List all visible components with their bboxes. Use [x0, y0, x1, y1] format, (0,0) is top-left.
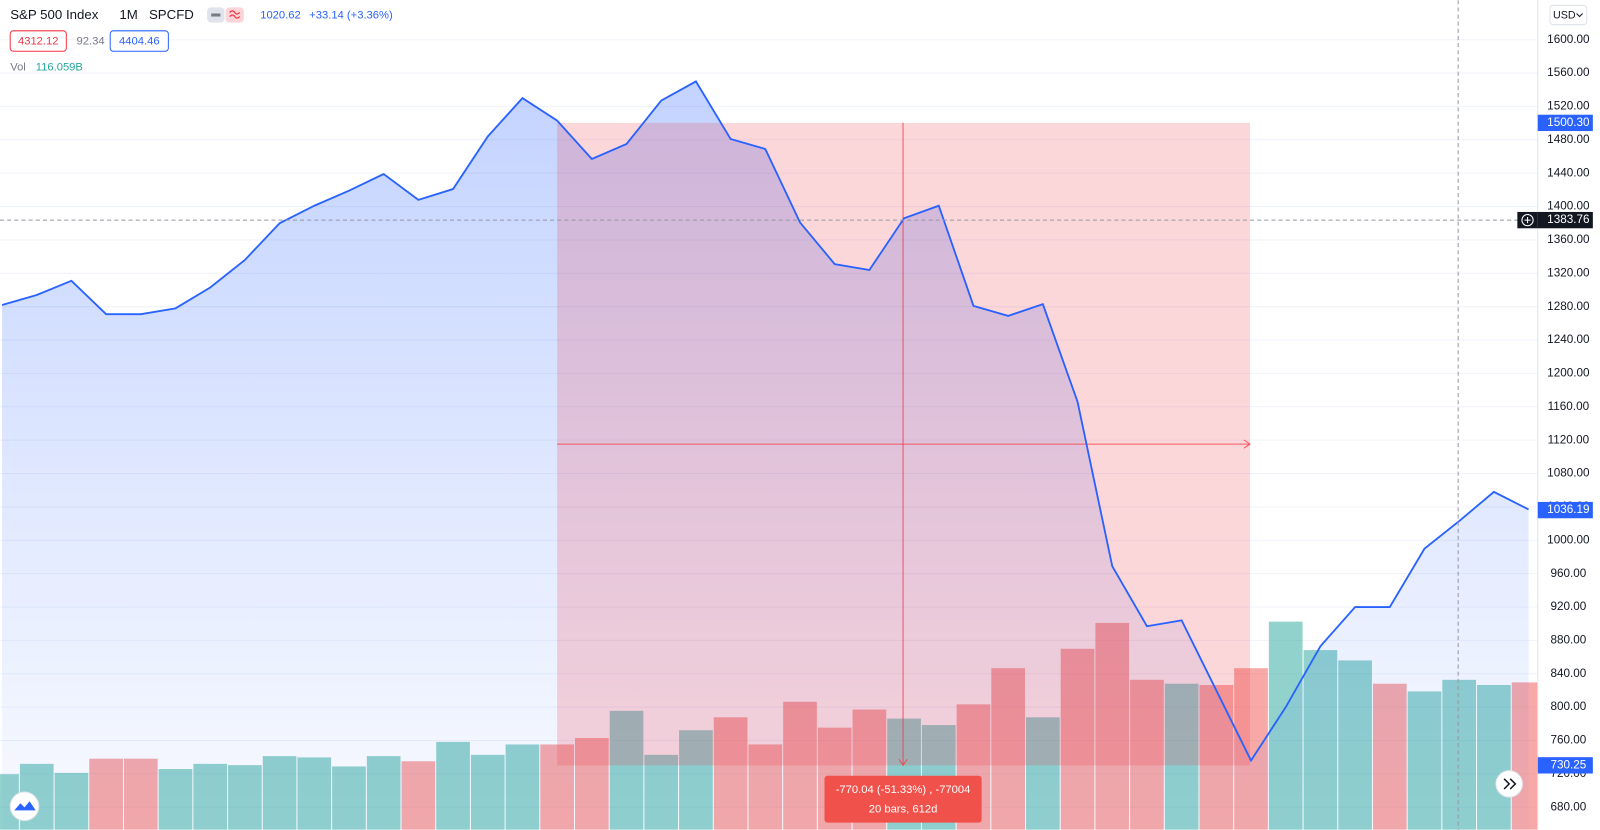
currency-button[interactable]: [1549, 4, 1588, 26]
y-tick-label: 1000.00: [1547, 533, 1590, 546]
spread: 92.34: [77, 35, 105, 47]
measure-span: 20 bars, 612d: [869, 803, 938, 815]
plot: [0, 80, 1538, 830]
y-tick-label: 1200.00: [1547, 367, 1590, 380]
y-tick-label: 1320.00: [1547, 266, 1590, 279]
last-price-label: 1036.19: [1547, 503, 1589, 516]
logo-glyph: [14, 801, 36, 811]
y-tick-label: 1520.00: [1547, 100, 1590, 113]
y-tick-label: 1160.00: [1548, 400, 1590, 413]
price-line: [1, 80, 1529, 763]
price-axis: 680.00720.00760.00800.00840.00880.00920.…: [1517, 33, 1593, 813]
measure-label-box: [824, 775, 982, 823]
volume-value: 116.059B: [36, 62, 83, 74]
crosshair-plus: [1521, 213, 1534, 227]
price-area: [2, 81, 1529, 830]
scroll-glyph: [1503, 778, 1517, 790]
crosshair-label-box: [1537, 211, 1593, 229]
y-tick-label: 800.00: [1550, 700, 1586, 713]
delay-icon-glyph: [229, 10, 241, 19]
y-tick-label: 880.00: [1550, 634, 1586, 647]
ask-box[interactable]: [109, 30, 169, 52]
symbol-title: S&P 500 Index: [10, 7, 99, 22]
y-tick-label: 1240.00: [1547, 333, 1590, 346]
volume-label: Vol: [10, 62, 26, 74]
y-tick-label: 680.00: [1550, 800, 1586, 813]
y-tick-label: 1280.00: [1547, 300, 1590, 313]
y-tick-label: 1120.00: [1548, 433, 1590, 446]
measure-top-label: 1500.30: [1547, 116, 1590, 129]
y-tick-label: 920.00: [1550, 600, 1586, 613]
measure-top-label-box: [1537, 114, 1593, 132]
y-tick-label: 1600.00: [1547, 33, 1590, 46]
y-tick-label: 1480.00: [1547, 133, 1590, 146]
source: SPCFD: [149, 7, 194, 22]
interval[interactable]: 1M: [119, 7, 137, 22]
measure-change: -770.04 (-51.33%) , -77004: [836, 784, 971, 796]
crosshair-label: 1383.76: [1547, 213, 1589, 226]
y-tick-label: 1440.00: [1547, 166, 1590, 179]
y-tick-label: 1360.00: [1547, 233, 1590, 246]
change-value: +33.14 (+3.36%): [309, 9, 393, 21]
y-tick-label: 760.00: [1550, 734, 1586, 747]
last-value: 1020.62: [260, 9, 301, 21]
y-tick-label: 960.00: [1550, 567, 1586, 580]
measure-bottom-label: 730.25: [1550, 758, 1586, 771]
currency: USD: [1553, 9, 1576, 21]
y-tick-label: 1400.00: [1547, 200, 1590, 213]
measure-bottom-label-box: [1537, 757, 1593, 774]
currency-caret: [1576, 13, 1584, 18]
ask: 4404.46: [119, 35, 160, 47]
logo[interactable]: [9, 791, 40, 822]
measure-v-arrow: [898, 122, 908, 767]
delay-icon[interactable]: [225, 7, 244, 23]
y-tick-label: 840.00: [1550, 667, 1586, 680]
crosshair-plus-glyph: [1524, 217, 1531, 224]
y-tick-label: 1560.00: [1547, 66, 1590, 79]
last-price-label-box: [1537, 501, 1593, 519]
y-tick-label: 1080.00: [1547, 467, 1590, 480]
status-icon-glyph: [211, 13, 221, 17]
bid: 4312.12: [18, 35, 59, 47]
bid-box[interactable]: [9, 30, 67, 52]
